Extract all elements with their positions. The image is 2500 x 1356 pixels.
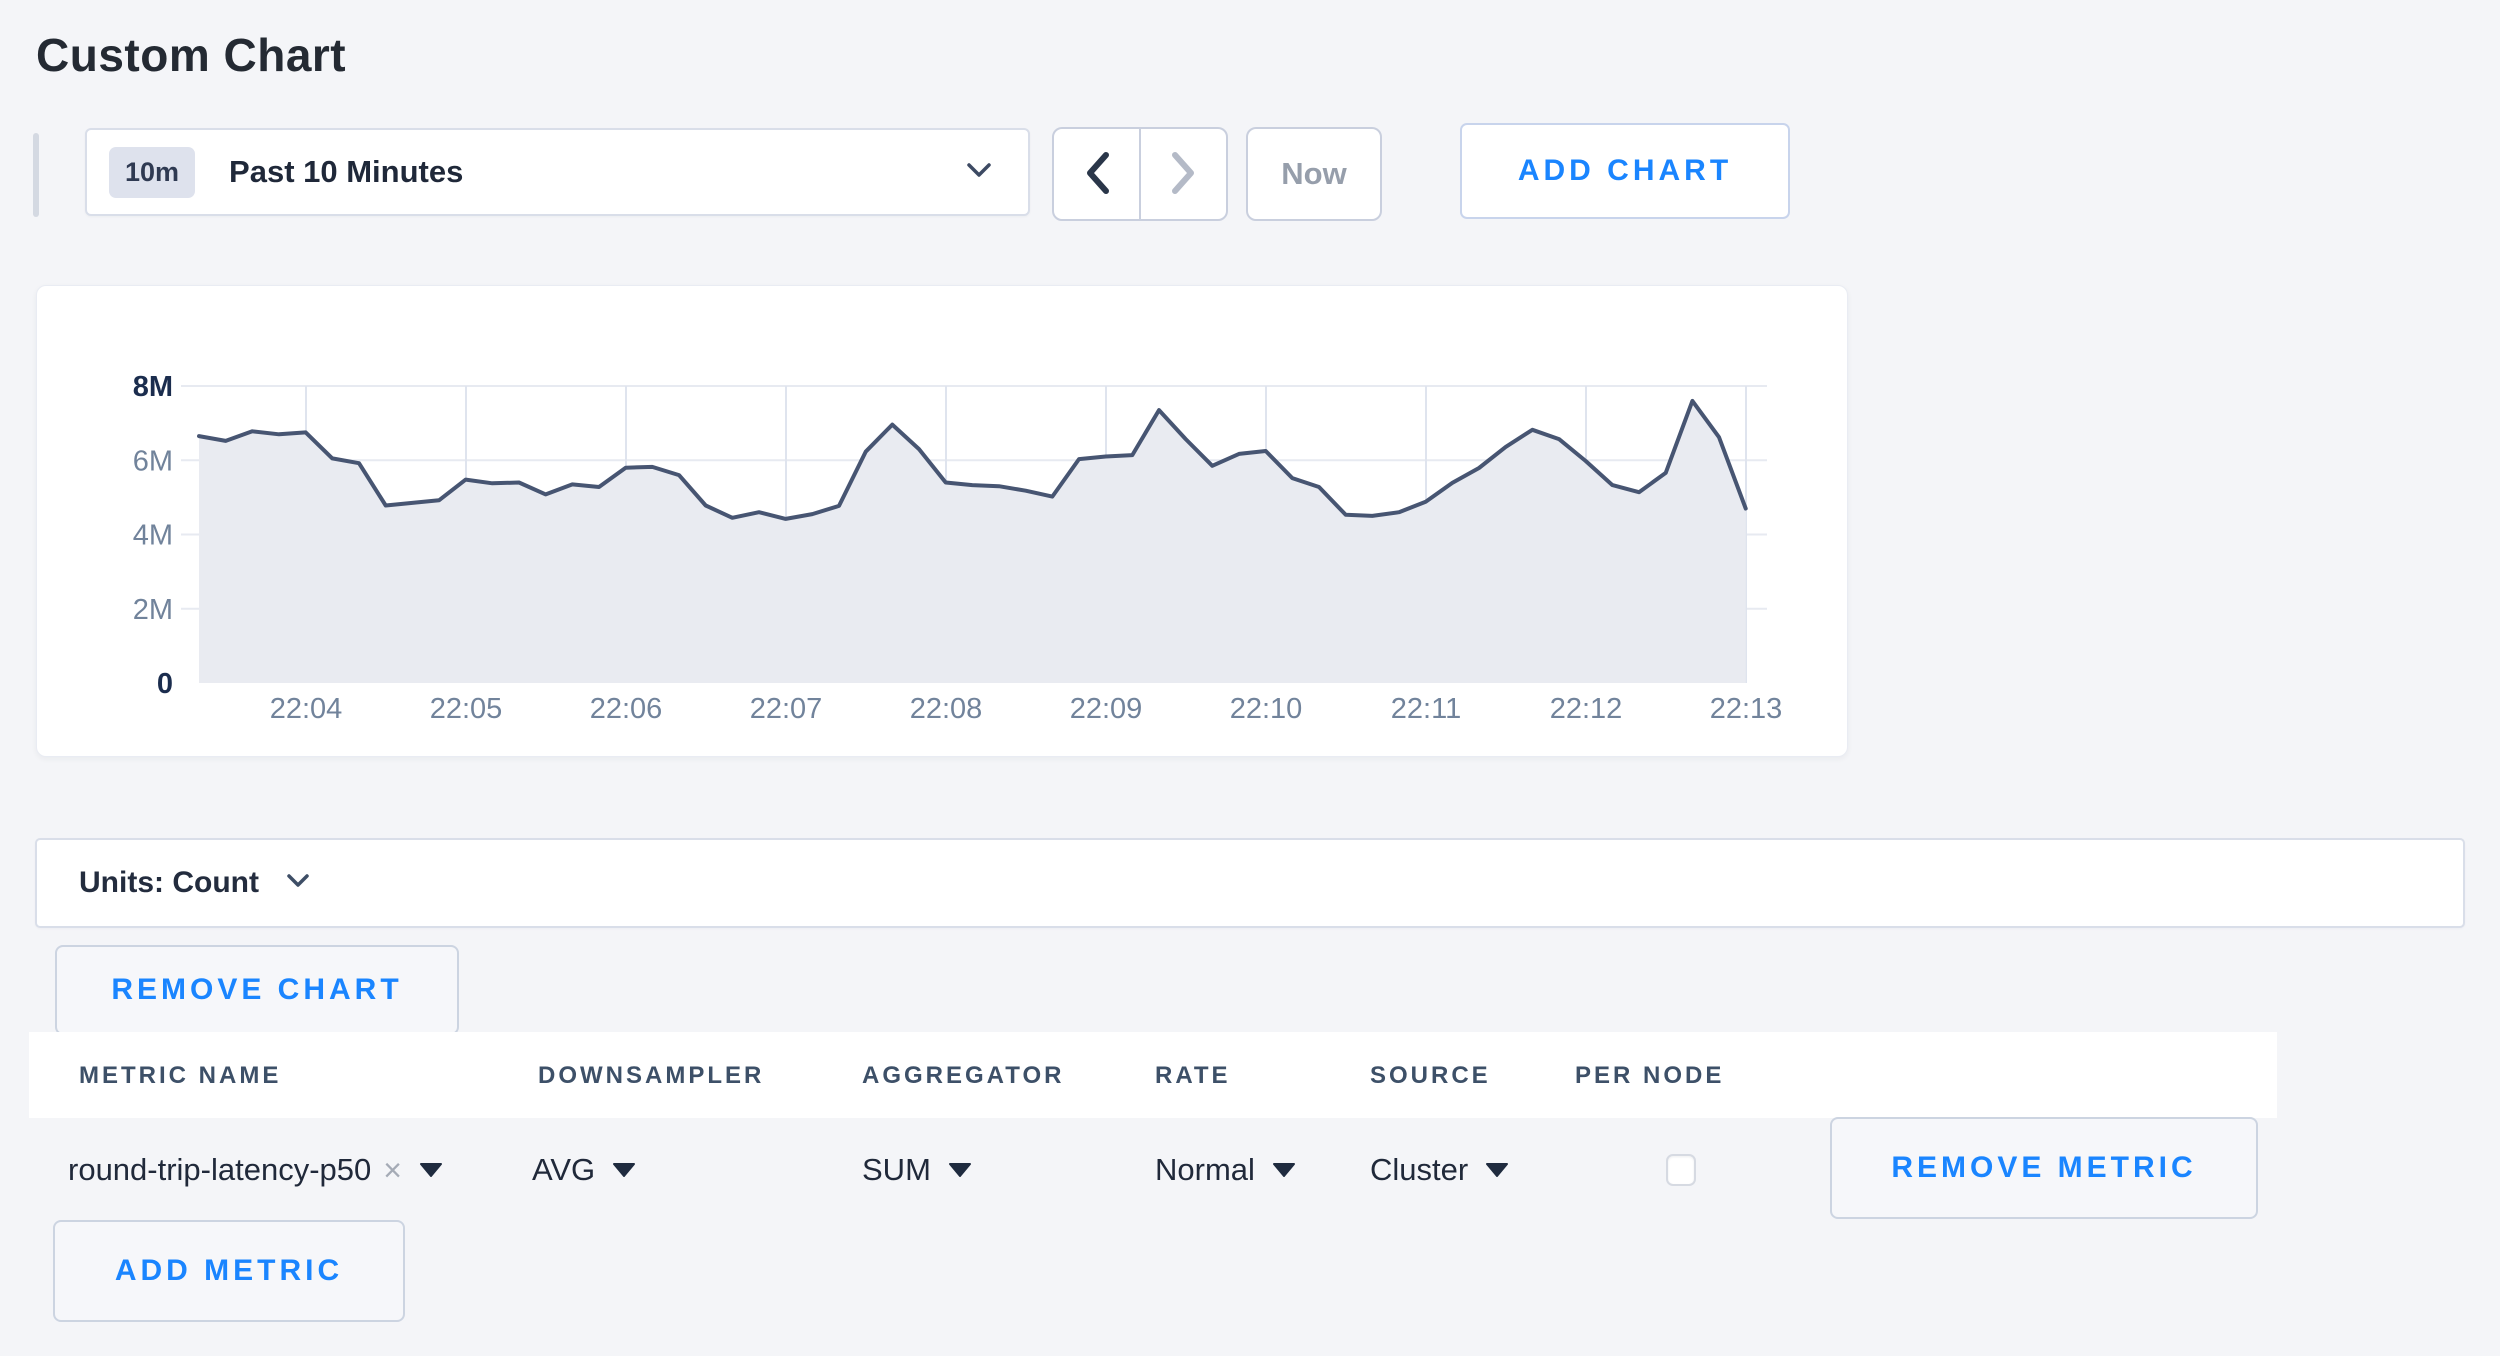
add-chart-button[interactable]: ADD CHART: [1460, 123, 1790, 219]
aggregator-select[interactable]: SUM: [862, 1118, 971, 1222]
y-tick-label: 0: [157, 668, 173, 700]
chevron-down-icon: [285, 872, 311, 895]
aggregator-value: SUM: [862, 1152, 931, 1187]
col-header-downsampler: DOWNSAMPLER: [538, 1062, 765, 1089]
x-tick-label: 22:11: [1391, 693, 1461, 725]
col-header-source: SOURCE: [1370, 1062, 1491, 1089]
time-back-button[interactable]: [1054, 129, 1139, 219]
y-tick-label: 2M: [133, 594, 173, 626]
x-tick-label: 22:06: [590, 693, 663, 725]
caret-down-icon: [1272, 1163, 1295, 1177]
chevron-down-icon: [964, 160, 994, 185]
chevron-left-icon: [1083, 151, 1111, 198]
add-metric-button[interactable]: ADD METRIC: [53, 1220, 405, 1322]
source-select[interactable]: Cluster: [1370, 1118, 1509, 1222]
rate-value: Normal: [1155, 1152, 1255, 1187]
caret-down-icon: [948, 1163, 971, 1177]
col-header-per-node: PER NODE: [1575, 1062, 1725, 1089]
units-select[interactable]: Units: Count: [35, 838, 2465, 928]
rate-select[interactable]: Normal: [1155, 1118, 1295, 1222]
y-tick-label: 8M: [133, 371, 173, 403]
x-tick-label: 22:10: [1230, 693, 1303, 725]
col-header-aggregator: AGGREGATOR: [862, 1062, 1065, 1089]
chart-card: 0 2M 4M 6M 8M 22:04 22:05 22:06 22:07 22:08 22:09 2…: [36, 285, 1848, 757]
units-label: Units: Count: [79, 866, 259, 899]
time-range-select[interactable]: 10m Past 10 Minutes: [85, 128, 1030, 216]
time-pager: [1052, 127, 1228, 221]
remove-metric-button[interactable]: REMOVE METRIC: [1830, 1117, 2258, 1219]
time-forward-button[interactable]: [1139, 129, 1226, 219]
y-tick-label: 6M: [133, 445, 173, 477]
col-header-metric-name: METRIC NAME: [79, 1062, 282, 1089]
caret-down-icon: [419, 1163, 442, 1177]
caret-down-icon: [613, 1163, 636, 1177]
chart-line: [197, 398, 1748, 521]
source-value: Cluster: [1370, 1152, 1469, 1187]
col-header-rate: RATE: [1155, 1062, 1231, 1089]
x-tick-label: 22:08: [910, 693, 983, 725]
x-tick-label: 22:05: [430, 693, 503, 725]
x-tick-label: 22:12: [1550, 693, 1623, 725]
x-tick-label: 22:07: [750, 693, 823, 725]
x-tick-label: 22:13: [1710, 693, 1783, 725]
clear-metric-icon[interactable]: ×: [383, 1151, 402, 1188]
y-tick-label: 4M: [133, 520, 173, 552]
time-window-badge: 10m: [109, 146, 196, 198]
metrics-table-header: METRIC NAME DOWNSAMPLER AGGREGATOR RATE …: [29, 1032, 2277, 1118]
per-node-checkbox[interactable]: [1666, 1154, 1696, 1186]
chevron-right-icon: [1170, 151, 1198, 198]
x-tick-label: 22:04: [270, 693, 343, 725]
caret-down-icon: [1486, 1163, 1509, 1177]
remove-chart-button[interactable]: REMOVE CHART: [55, 945, 459, 1035]
now-button[interactable]: Now: [1246, 127, 1382, 221]
chart-area: [199, 400, 1746, 683]
table-row: round-trip-latency-p50 × AVG SUM Normal: [29, 1118, 2277, 1222]
time-window-label: Past 10 Minutes: [229, 154, 464, 189]
metric-name-value: round-trip-latency-p50: [68, 1152, 372, 1187]
downsampler-value: AVG: [532, 1152, 596, 1187]
downsampler-select[interactable]: AVG: [532, 1118, 636, 1222]
chart-canvas: 0 2M 4M 6M 8M 22:04 22:05 22:06 22:07 22:08 22:09 2…: [133, 371, 1783, 725]
metric-name-select[interactable]: round-trip-latency-p50 ×: [68, 1118, 442, 1222]
page-title: Custom Chart: [36, 29, 347, 81]
toolbar-accent-bar: [33, 133, 39, 217]
x-tick-label: 22:09: [1070, 693, 1143, 725]
